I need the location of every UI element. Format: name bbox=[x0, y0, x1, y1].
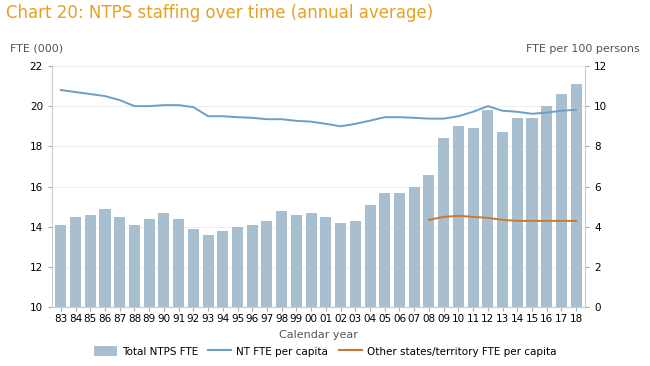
Bar bbox=[423, 175, 434, 366]
Bar bbox=[453, 126, 464, 366]
Bar bbox=[99, 209, 111, 366]
Bar bbox=[291, 215, 302, 366]
Bar bbox=[159, 213, 170, 366]
Bar bbox=[556, 94, 567, 366]
Bar bbox=[129, 225, 140, 366]
Bar bbox=[497, 132, 508, 366]
Bar bbox=[247, 225, 258, 366]
Text: FTE per 100 persons: FTE per 100 persons bbox=[526, 44, 640, 54]
Bar bbox=[541, 106, 552, 366]
Bar bbox=[144, 219, 155, 366]
Legend: Total NTPS FTE, NT FTE per capita, Other states/territory FTE per capita: Total NTPS FTE, NT FTE per capita, Other… bbox=[90, 341, 560, 361]
Bar bbox=[379, 193, 390, 366]
Bar bbox=[114, 217, 125, 366]
Bar bbox=[571, 84, 582, 366]
Bar bbox=[217, 231, 228, 366]
Bar bbox=[335, 223, 346, 366]
Text: FTE (000): FTE (000) bbox=[10, 44, 63, 54]
Bar bbox=[306, 213, 317, 366]
Text: Chart 20: NTPS staffing over time (annual average): Chart 20: NTPS staffing over time (annua… bbox=[6, 4, 434, 22]
Bar bbox=[232, 227, 243, 366]
Bar bbox=[394, 193, 405, 366]
Bar bbox=[409, 187, 420, 366]
Bar bbox=[438, 138, 449, 366]
Bar bbox=[482, 110, 493, 366]
Bar bbox=[526, 118, 538, 366]
Bar bbox=[188, 229, 199, 366]
Bar bbox=[70, 217, 81, 366]
Bar bbox=[320, 217, 332, 366]
Bar bbox=[203, 235, 214, 366]
Bar bbox=[276, 211, 287, 366]
Bar bbox=[467, 128, 478, 366]
Bar bbox=[512, 118, 523, 366]
Bar bbox=[84, 215, 96, 366]
Bar bbox=[55, 225, 66, 366]
Bar bbox=[350, 221, 361, 366]
Bar bbox=[365, 205, 376, 366]
Bar bbox=[261, 221, 272, 366]
X-axis label: Calendar year: Calendar year bbox=[279, 330, 358, 340]
Bar bbox=[173, 219, 184, 366]
